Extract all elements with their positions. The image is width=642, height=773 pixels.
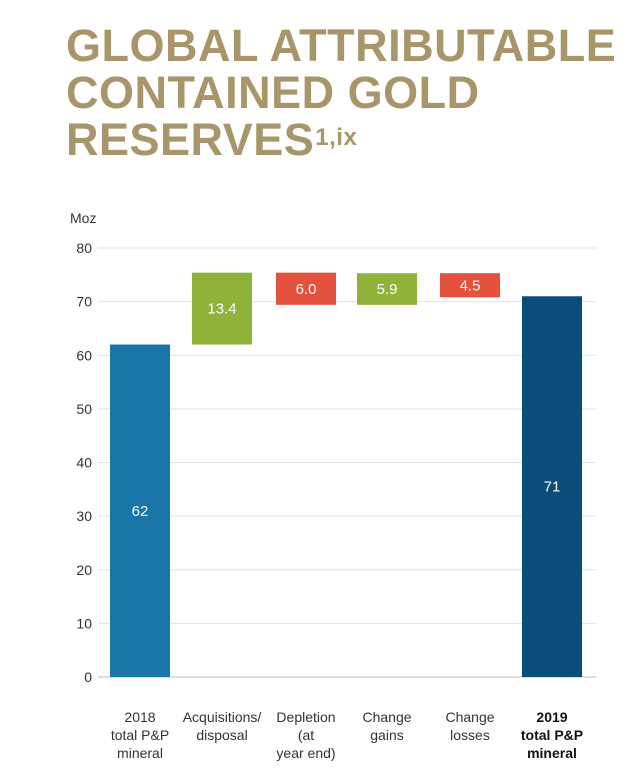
y-tick-label: 40 [76, 455, 92, 471]
category-labels: 2018 total P&P mineral Acquisitions/disposa… [111, 709, 583, 761]
y-axis-ticks: 0 10 20 30 40 50 60 70 80 [76, 240, 92, 685]
category-label: 2019 [536, 709, 567, 725]
y-tick-label: 80 [76, 240, 92, 256]
y-tick-label: 70 [76, 294, 92, 310]
bar-value-label: 5.9 [377, 281, 398, 298]
gridlines [98, 247, 596, 678]
category-label: mineral [527, 745, 577, 761]
y-tick-label: 30 [76, 508, 92, 524]
title-line-2: CONTAINED GOLD [66, 67, 480, 118]
y-tick-label: 10 [76, 615, 92, 631]
y-tick-label: 0 [84, 669, 92, 685]
category-label: total P&P [521, 727, 583, 743]
title-line-3: RESERVES1,ix [66, 116, 616, 163]
y-tick-label: 20 [76, 562, 92, 578]
title-superscript: 1,ix [315, 124, 358, 151]
bar [522, 296, 582, 677]
bar-value-label: 62 [132, 503, 149, 520]
value-labels: 62 13.4 6.0 5.9 4.5 71 [132, 277, 561, 519]
bar-value-label: 4.5 [460, 277, 481, 294]
bar-value-label: 13.4 [207, 301, 236, 318]
category-label: losses [450, 727, 490, 743]
y-tick-label: 60 [76, 347, 92, 363]
category-label: Change [445, 709, 494, 725]
title-line-1: GLOBAL ATTRIBUTABLE [66, 20, 617, 71]
y-axis-unit-label: Moz [70, 210, 96, 226]
category-label: disposal [196, 727, 247, 743]
category-label: Acquisitions/ [183, 709, 262, 725]
category-label: year end) [276, 745, 335, 761]
bar-value-label: 6.0 [296, 281, 317, 298]
y-tick-label: 50 [76, 401, 92, 417]
bar [110, 344, 170, 677]
category-label: (at [298, 727, 314, 743]
category-label: Depletion [276, 709, 335, 725]
category-label: gains [370, 727, 403, 743]
bar [357, 273, 417, 305]
chart-title: GLOBAL ATTRIBUTABLE CONTAINED GOLD RESER… [66, 22, 616, 163]
bar [440, 273, 500, 298]
bar [276, 272, 336, 305]
category-label: 2018 [124, 709, 155, 725]
category-label: Change [362, 709, 411, 725]
bar [192, 272, 252, 345]
category-label: total P&P [111, 727, 169, 743]
bar-value-label: 71 [544, 479, 561, 496]
bars [110, 272, 582, 677]
title-line-3-text: RESERVES [66, 114, 315, 165]
category-label: mineral [117, 745, 163, 761]
